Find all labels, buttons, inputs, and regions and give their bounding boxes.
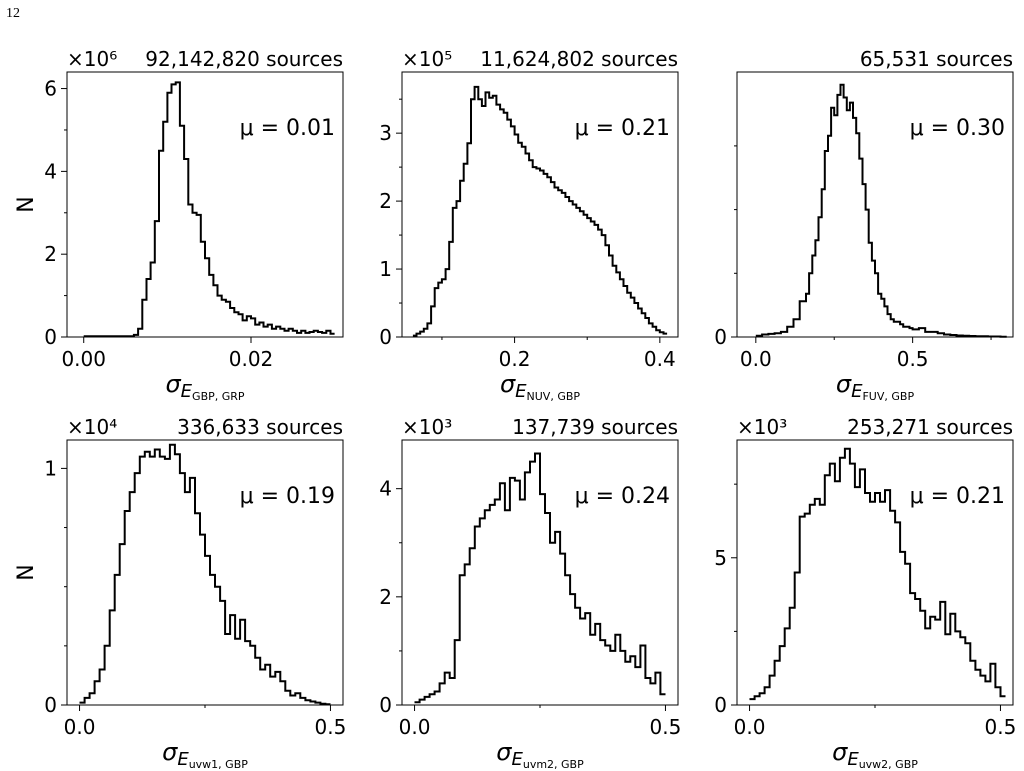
y-tick-label: 4 — [379, 477, 392, 501]
y-tick-label: 0 — [379, 693, 392, 717]
histogram-step-line — [83, 81, 335, 338]
x-tick-label: 0.0 — [740, 347, 772, 371]
panel-title: 253,271 sources — [847, 415, 1013, 439]
panel-title: 137,739 sources — [512, 415, 678, 439]
x-tick-label: 0.0 — [734, 715, 766, 739]
histogram-step-line — [79, 443, 331, 706]
mean-annotation: μ = 0.21 — [910, 484, 1005, 509]
y-tick-label: 3 — [379, 121, 392, 145]
axis-multiplier: ×10⁶ — [67, 47, 117, 71]
x-tick-label: 0.2 — [499, 347, 531, 371]
plot-frame — [736, 71, 1014, 338]
plot-frame — [66, 71, 344, 338]
x-tick-label: 0.5 — [897, 347, 929, 371]
y-tick-label: 0 — [44, 693, 57, 717]
y-tick-label: 0 — [44, 325, 57, 349]
y-tick-label: 2 — [44, 242, 57, 266]
mean-annotation: μ = 0.21 — [575, 116, 670, 141]
y-axis-label: N — [14, 196, 39, 212]
histogram-step-line — [414, 452, 666, 704]
x-axis-label: σENUV, GBP — [500, 370, 580, 403]
x-tick-label: 0.5 — [315, 715, 347, 739]
plot-frame — [401, 71, 679, 338]
x-axis-label: σEuvw2, GBP — [832, 738, 918, 771]
mean-annotation: μ = 0.30 — [910, 116, 1005, 141]
chart-panel-6: 0 5 0.0 0.5 253,271 sources ×10³ μ = 0.21 σEuvw… — [714, 415, 1016, 771]
x-tick-label: 0.00 — [61, 347, 106, 371]
x-tick-label: 0.0 — [399, 715, 431, 739]
panel-title: 92,142,820 sources — [145, 47, 343, 71]
histogram-step-line — [749, 447, 1006, 701]
y-tick-label: 1 — [379, 257, 392, 281]
chart-panel-4: 0 1 0.0 0.5 336,633 sources ×10⁴ μ = 0.19 NσEuv… — [14, 415, 346, 771]
x-axis-label: σEGBP, GRP — [165, 370, 244, 403]
x-axis-label: σEFUV, GBP — [836, 370, 915, 403]
y-tick-label: 2 — [379, 585, 392, 609]
mean-annotation: μ = 0.01 — [240, 116, 335, 141]
y-tick-label: 6 — [44, 77, 57, 101]
chart-panel-1: 0 2 4 6 0.00 0.02 92,142,820 sources ×10⁶ μ = 0.… — [14, 47, 344, 403]
plot-frame — [66, 439, 344, 706]
x-axis-label: σEuvm2, GBP — [496, 738, 584, 771]
axis-multiplier: ×10⁵ — [402, 47, 452, 71]
plot-frame — [736, 439, 1014, 706]
x-tick-label: 0.5 — [650, 715, 682, 739]
y-tick-label: 2 — [379, 189, 392, 213]
chart-panel-3: 0 0.0 0.5 65,531 sources μ = 0.30 σEFUV, GBP — [714, 47, 1014, 403]
panel-title: 11,624,802 sources — [480, 47, 678, 71]
y-tick-label: 0 — [379, 325, 392, 349]
chart-panel-5: 0 2 4 0.0 0.5 137,739 sources ×10³ μ = 0.24 σEuv… — [379, 415, 681, 771]
panel-title: 65,531 sources — [860, 47, 1013, 71]
y-tick-label: 0 — [714, 693, 727, 717]
y-axis-label: N — [14, 564, 39, 580]
axis-multiplier: ×10⁴ — [67, 415, 117, 439]
axis-multiplier: ×10³ — [737, 415, 787, 439]
chart-panel-2: 0 1 2 3 0.2 0.4 11,624,802 sources ×10⁵ μ = 0.21… — [379, 47, 679, 403]
mean-annotation: μ = 0.19 — [240, 484, 335, 509]
x-axis-label: σEuvw1, GBP — [162, 738, 248, 771]
page-number: 12 — [6, 6, 20, 21]
mean-annotation: μ = 0.24 — [575, 484, 670, 509]
y-tick-label: 1 — [44, 456, 57, 480]
histogram-step-line — [412, 85, 668, 337]
x-tick-label: 0.02 — [229, 347, 274, 371]
y-tick-label: 0 — [714, 325, 727, 349]
x-tick-label: 0.5 — [985, 715, 1017, 739]
x-tick-label: 0.4 — [644, 347, 676, 371]
x-tick-label: 0.0 — [64, 715, 96, 739]
panel-title: 336,633 sources — [177, 415, 343, 439]
histogram-step-line — [755, 83, 1007, 338]
y-tick-label: 4 — [44, 159, 57, 183]
axis-multiplier: ×10³ — [402, 415, 452, 439]
y-tick-label: 5 — [714, 546, 727, 570]
